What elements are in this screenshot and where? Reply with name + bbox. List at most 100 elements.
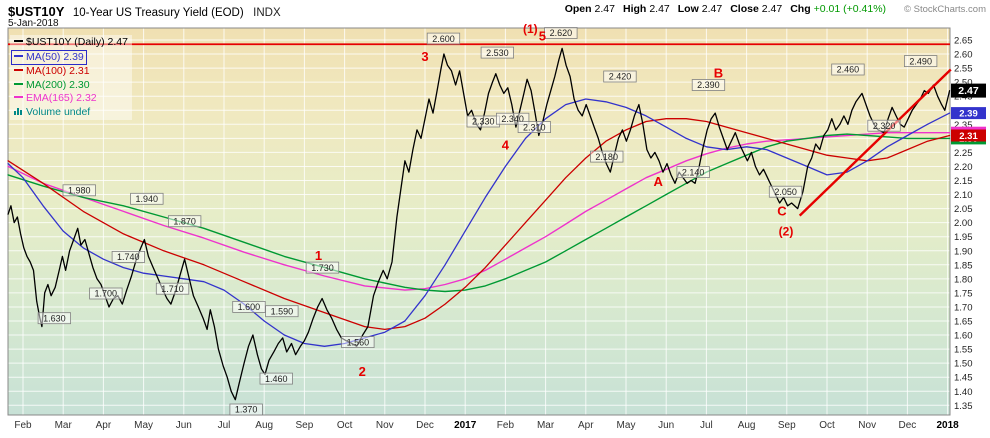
x-tick-label: Mar xyxy=(55,420,73,431)
legend-label: Volume undef xyxy=(26,105,91,118)
y-tick-label: 1.85 xyxy=(954,260,973,271)
x-tick-label: Jul xyxy=(700,420,713,431)
value-label-box xyxy=(768,185,803,198)
y-tick-label: 1.75 xyxy=(954,288,973,299)
value-label: 1.870 xyxy=(173,216,196,226)
x-tick-label: Jul xyxy=(218,420,231,431)
line-swatch-icon xyxy=(14,54,23,57)
line-swatch-icon xyxy=(14,69,23,71)
value-label-box xyxy=(831,63,865,76)
legend-row-price: $UST10Y (Daily) 2.47 xyxy=(14,36,128,50)
value-label-box xyxy=(89,287,123,300)
y-tick-label: 1.50 xyxy=(954,359,973,370)
value-label-box xyxy=(517,121,551,133)
x-tick-label: Apr xyxy=(578,420,594,431)
value-label: 2.490 xyxy=(909,56,932,66)
value-label: 1.700 xyxy=(95,289,118,299)
value-label: 2.320 xyxy=(873,121,896,131)
value-label: 1.940 xyxy=(136,194,159,204)
value-label: 1.730 xyxy=(311,263,334,273)
x-tick-label: Nov xyxy=(858,420,876,431)
line-swatch-icon xyxy=(14,82,23,85)
value-label-box xyxy=(495,112,530,125)
wave-label: (1) xyxy=(523,22,538,36)
y-tick-label: 2.15 xyxy=(954,176,973,187)
value-label: 2.420 xyxy=(609,72,632,82)
x-tick-label: Aug xyxy=(738,420,756,431)
y-tick-label: 1.35 xyxy=(954,401,973,412)
y-tick-label: 1.70 xyxy=(954,303,973,314)
axis-tag-box xyxy=(951,129,986,142)
gridlines xyxy=(8,28,950,415)
x-tick-label: May xyxy=(134,420,153,431)
value-label-box xyxy=(867,119,901,132)
price-line xyxy=(7,47,951,401)
value-label: 2.180 xyxy=(595,152,618,162)
legend-row-volume: Volume undef xyxy=(14,106,128,120)
value-label-box xyxy=(603,70,637,83)
value-label-box xyxy=(155,282,190,295)
chart-background xyxy=(8,28,950,415)
value-label: 1.370 xyxy=(235,405,258,415)
wave-label: A xyxy=(654,174,664,189)
x-tick-label: Nov xyxy=(376,420,394,431)
y-tick-label: 1.55 xyxy=(954,345,973,356)
chart-legend: $UST10Y (Daily) 2.47 MA(50) 2.39 MA(100)… xyxy=(10,35,132,120)
value-label-box xyxy=(265,305,299,318)
legend-row-ma100: MA(100) 2.31 xyxy=(14,65,128,79)
value-label-box xyxy=(130,192,164,205)
value-label-box xyxy=(691,79,726,91)
legend-label: $UST10Y (Daily) 2.47 xyxy=(26,36,128,48)
y-tick-label: 2.65 xyxy=(954,36,973,47)
x-tick-label: Feb xyxy=(497,420,515,431)
wave-label: 3 xyxy=(421,49,428,64)
value-label-box xyxy=(480,46,515,59)
wave-label: 4 xyxy=(502,137,510,152)
value-label-box xyxy=(111,250,145,263)
line-swatch-icon xyxy=(14,96,23,98)
value-label: 1.710 xyxy=(161,284,184,294)
y-tick-label: 1.80 xyxy=(954,274,973,285)
value-label: 1.600 xyxy=(238,302,261,312)
y-tick-label: 2.10 xyxy=(954,190,973,201)
x-tick-label: Feb xyxy=(14,420,32,431)
y-tick-label: 2.00 xyxy=(954,218,973,229)
value-label: 2.530 xyxy=(486,48,509,58)
x-tick-label: May xyxy=(617,420,636,431)
value-label-box xyxy=(62,184,96,197)
value-label: 2.310 xyxy=(523,122,546,132)
value-label: 2.390 xyxy=(697,80,720,90)
support-trendline xyxy=(798,68,952,217)
wave-label: 2 xyxy=(359,364,366,379)
y-tick-label: 2.05 xyxy=(954,204,973,215)
y-tick-label: 2.50 xyxy=(954,78,973,89)
volume-bars-icon xyxy=(14,106,23,120)
value-label-box xyxy=(341,336,375,349)
value-label: 2.340 xyxy=(501,114,524,124)
ma50-line xyxy=(7,98,951,347)
y-tick-label: 2.55 xyxy=(954,64,973,75)
x-tick-label: Jun xyxy=(176,420,192,431)
value-label: 2.620 xyxy=(550,28,573,38)
wave-label: B xyxy=(714,66,723,81)
value-label: 2.460 xyxy=(837,65,860,75)
value-label: 1.630 xyxy=(43,313,66,323)
x-axis-labels: Feb Mar Apr May Jun Jul Aug Sep Oct Nov Dec 2017 Feb… xyxy=(14,420,959,431)
x-tick-label: Mar xyxy=(537,420,555,431)
value-label: 1.460 xyxy=(265,374,288,384)
x-tick-label: Apr xyxy=(96,420,112,431)
value-label: 2.330 xyxy=(472,117,495,127)
x-tick-label: Sep xyxy=(296,420,314,431)
x-tick-label: Oct xyxy=(819,420,835,431)
value-label-box xyxy=(904,55,938,67)
x-tick-label: Dec xyxy=(899,420,917,431)
value-label-box xyxy=(305,261,340,274)
y-tick-label: 2.35 xyxy=(954,120,973,131)
x-tick-label: Jun xyxy=(658,420,674,431)
wave-label: 5 xyxy=(539,29,546,44)
line-swatch-icon xyxy=(14,40,23,42)
legend-row-ma200: MA(200) 2.30 xyxy=(14,79,128,93)
axis-tag-box xyxy=(951,107,986,120)
value-label-box xyxy=(676,166,710,179)
legend-label: MA(50) 2.39 xyxy=(26,50,84,63)
